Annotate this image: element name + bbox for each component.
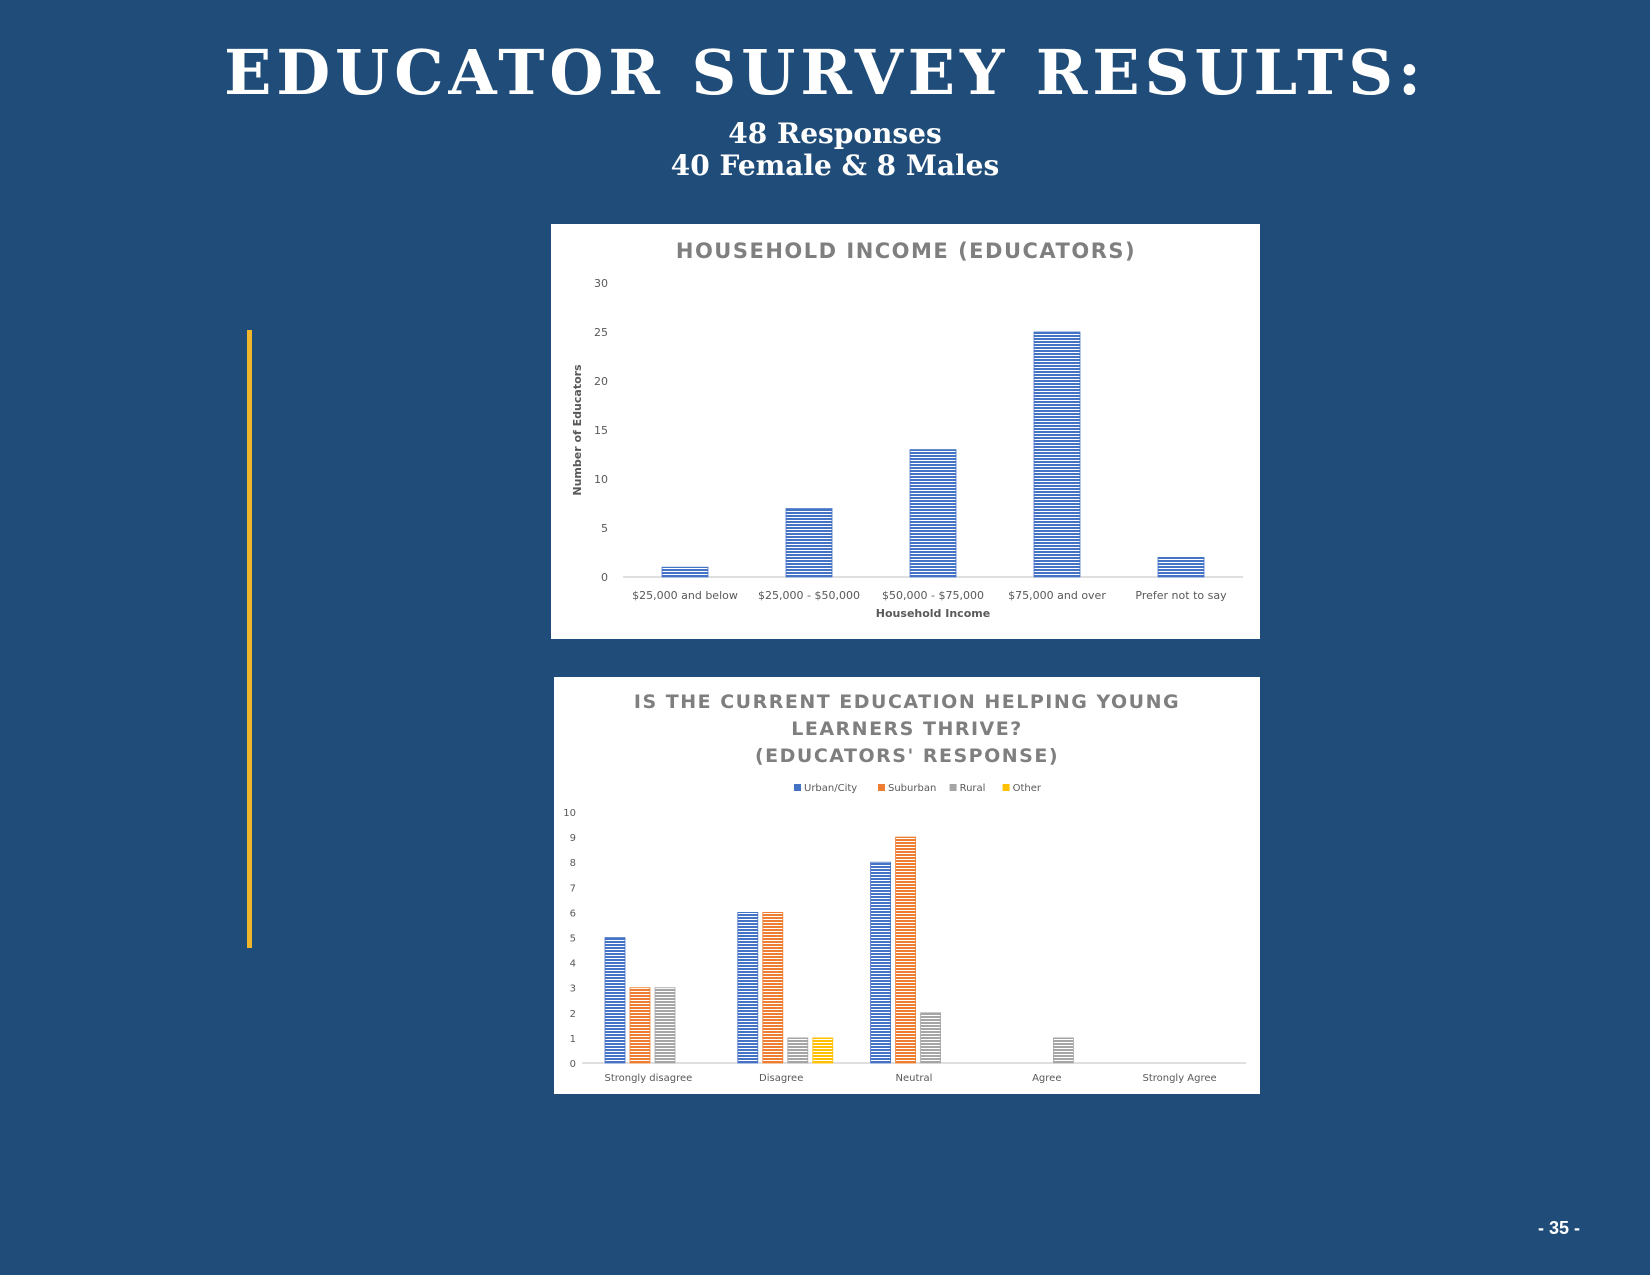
page-number: - 35 - <box>1537 1218 1580 1238</box>
x-tick-label: Neutral <box>896 1073 933 1084</box>
legend-label: Suburban <box>888 783 936 794</box>
education-thrive-chart: IS THE CURRENT EDUCATION HELPING YOUNG LE… <box>563 691 1246 1084</box>
y-tick-label: 0 <box>570 1059 576 1070</box>
bar <box>604 937 626 1064</box>
x-tick-label: Prefer not to say <box>1135 589 1227 602</box>
y-tick-label: 30 <box>594 277 608 290</box>
bar <box>661 566 709 578</box>
bar <box>629 987 651 1064</box>
y-tick-label: 25 <box>594 326 608 339</box>
x-tick-label: Strongly disagree <box>604 1073 692 1084</box>
x-tick-label: Strongly Agree <box>1142 1073 1216 1084</box>
page-title: EDUCATOR SURVEY RESULTS: <box>224 36 1426 109</box>
bar <box>1033 331 1081 578</box>
subtitle-gender-split: 40 Female & 8 Males <box>670 149 1000 182</box>
legend-swatch <box>794 784 801 791</box>
income-chart: HOUSEHOLD INCOME (EDUCATORS) 0 5 10 15 20 25 30… <box>571 239 1243 620</box>
subtitle-responses: 48 Responses <box>728 117 942 150</box>
y-tick-label: 1 <box>570 1034 576 1045</box>
y-tick-label: 7 <box>570 883 576 894</box>
bar <box>654 987 676 1064</box>
legend-swatch <box>1002 784 1010 791</box>
y-tick-label: 5 <box>601 522 608 535</box>
bar <box>762 911 784 1064</box>
x-tick-label: $25,000 and below <box>632 589 738 602</box>
chart-title: (EDUCATORS' RESPONSE) <box>755 745 1059 767</box>
income-chart-panel: HOUSEHOLD INCOME (EDUCATORS) 0 5 10 15 20 25 30… <box>551 224 1260 639</box>
y-tick-label: 3 <box>570 984 576 995</box>
bar <box>785 507 833 578</box>
y-axis-label: Number of Educators <box>571 364 584 496</box>
accent-bar <box>247 330 252 948</box>
y-tick-label: 10 <box>594 473 608 486</box>
bar <box>1052 1037 1074 1064</box>
legend-label: Other <box>1013 783 1042 794</box>
page-subtitle: 48 Responses 40 Female & 8 Males <box>0 118 1650 182</box>
chart-title: LEARNERS THRIVE? <box>791 718 1023 740</box>
y-tick-label: 20 <box>594 375 608 388</box>
y-tick-label: 9 <box>570 833 576 844</box>
x-tick-label: $25,000 - $50,000 <box>758 589 860 602</box>
y-tick-label: 15 <box>594 424 608 437</box>
bar <box>812 1037 834 1064</box>
y-tick-label: 2 <box>570 1009 576 1020</box>
bar <box>920 1012 942 1064</box>
bar <box>895 836 917 1064</box>
x-tick-label: $75,000 and over <box>1008 589 1106 602</box>
bar <box>870 861 892 1064</box>
bar <box>787 1037 809 1064</box>
legend-label: Urban/City <box>804 783 857 794</box>
y-tick-label: 5 <box>570 934 576 945</box>
education-chart-panel: IS THE CURRENT EDUCATION HELPING YOUNG LE… <box>554 677 1260 1094</box>
y-tick-label: 0 <box>601 571 608 584</box>
x-axis-label: Household Income <box>876 607 990 620</box>
chart-title: IS THE CURRENT EDUCATION HELPING YOUNG <box>634 691 1180 713</box>
bar <box>737 911 759 1064</box>
x-tick-label: Disagree <box>759 1073 803 1084</box>
legend-swatch <box>949 784 957 791</box>
legend-label: Rural <box>960 783 986 794</box>
legend-swatch <box>878 784 885 791</box>
x-tick-label: $50,000 - $75,000 <box>882 589 984 602</box>
y-tick-label: 6 <box>570 908 576 919</box>
y-tick-label: 8 <box>570 858 576 869</box>
bar <box>909 449 957 578</box>
y-tick-label: 10 <box>563 808 576 819</box>
bar <box>1157 556 1205 578</box>
x-tick-label: Agree <box>1032 1073 1061 1084</box>
chart-title: HOUSEHOLD INCOME (EDUCATORS) <box>676 239 1136 263</box>
y-tick-label: 4 <box>570 959 576 970</box>
